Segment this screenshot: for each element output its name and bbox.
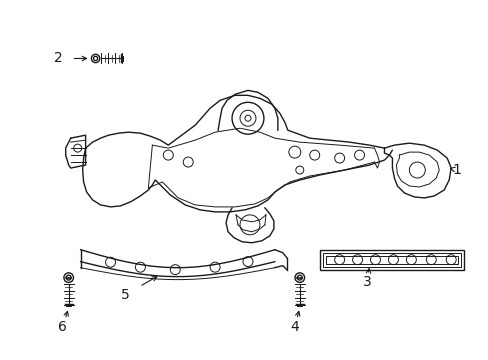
Text: 4: 4 bbox=[290, 320, 299, 334]
Bar bbox=[319, 250, 463, 270]
Bar bbox=[325, 256, 457, 264]
Text: 6: 6 bbox=[58, 320, 67, 334]
Text: 1: 1 bbox=[452, 163, 461, 177]
Text: 3: 3 bbox=[363, 275, 371, 289]
Bar bbox=[322, 253, 460, 267]
Text: 5: 5 bbox=[121, 288, 130, 302]
Text: 2: 2 bbox=[54, 51, 63, 66]
